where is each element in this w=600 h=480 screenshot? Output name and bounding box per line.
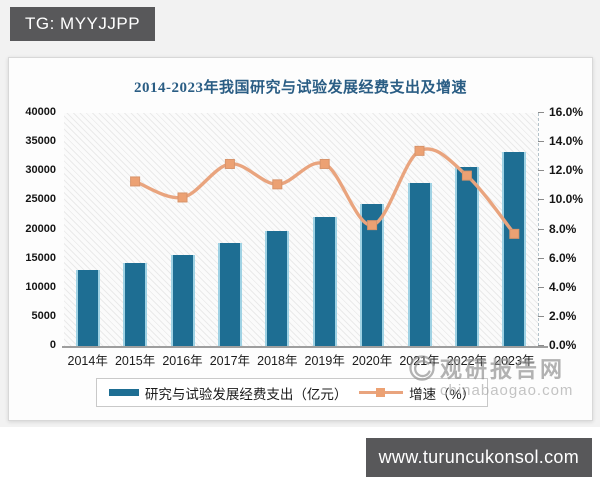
x-axis-label: 2018年 [257,354,298,368]
left-axis-label: 25000 [25,193,56,206]
growth-marker-2016年 [177,192,188,203]
x-axis-label: 2014年 [67,354,108,368]
x-axis-label: 2016年 [162,354,203,368]
right-axis-label: 14.0% [549,134,584,149]
growth-marker-2022年 [461,170,472,181]
left-axis-label: 20000 [25,222,56,235]
bar-2016年 [170,254,195,346]
x-axis-label: 2015年 [114,354,156,368]
x-axis-line [62,346,548,348]
left-axis-label: 40000 [25,106,56,118]
bar-2022年 [454,166,479,346]
x-axis-label: 2020年 [351,354,393,368]
chart-title: 2014-2023年我国研究与试验发展经费支出及增速 [134,80,467,96]
right-axis-tick [538,141,544,143]
footer-strip: www.turuncukonsol.com [0,427,600,480]
growth-marker-2023年 [509,228,520,239]
chart-card: 2014-2023年我国研究与试验发展经费支出及增速 0 5000 10000 150… [8,57,593,421]
right-axis-label: 12.0% [549,163,584,178]
growth-marker-2019年 [319,158,330,169]
x-axis-label: 2023年 [494,354,535,368]
growth-line-layer [130,145,520,239]
right-axis-label: 10.0% [549,192,584,207]
bar-2018年 [265,231,290,346]
x-axis-label: 2022年 [446,354,488,368]
right-axis-label: 2.0% [549,308,577,323]
right-axis-label: 6.0% [549,250,577,265]
right-axis-tick [538,199,544,201]
right-axis-tick [538,228,544,230]
growth-marker-2015年 [130,176,141,187]
line-swatch [359,388,404,397]
growth-marker-2018年 [272,179,283,190]
right-axis-label: 0.0% [549,338,577,352]
legend-label-growth: 增速（%） [409,386,476,402]
right-axis-line [538,113,539,346]
legend-label-expenditure: 研究与试验发展经费支出（亿元） [144,386,348,402]
right-axis-label: 8.0% [549,221,577,236]
x-axis-label: 2021年 [399,354,440,368]
bar-2014年 [75,270,100,346]
left-axis-label: 10000 [25,280,56,293]
right-axis-label: 16.0% [549,105,584,119]
legend-item-expenditure: 研究与试验发展经费支出（亿元） [108,383,348,403]
growth-marker-2021年 [414,145,425,156]
right-axis-label: 4.0% [549,279,577,294]
bar-2015年 [123,263,148,346]
legend-item-growth: 增速（%） [359,383,475,403]
left-axis-label: 15000 [25,251,56,264]
growth-marker-2020年 [367,220,378,231]
bar-2019年 [312,217,337,346]
left-axis-label: 0 [49,339,56,351]
right-axis-tick [538,286,544,288]
left-axis-label: 30000 [25,164,56,177]
left-axis-label: 35000 [25,135,56,148]
site-url-box: www.turuncukonsol.com [365,438,592,477]
right-axis-tick [538,345,544,346]
bar-2017年 [217,243,242,346]
right-axis-tick [538,170,544,172]
right-axis-tick [538,112,544,113]
growth-marker-2017年 [224,158,235,169]
right-axis-tick [538,315,544,317]
bar-2023年 [502,151,527,346]
left-axis-label: 5000 [31,309,56,322]
line-swatch-marker [376,388,386,397]
plot-area [64,113,538,346]
right-axis-tick [538,257,544,259]
bar-2021年 [407,183,432,346]
x-axis-label: 2017年 [209,354,251,368]
x-axis-label: 2019年 [304,354,345,368]
telegram-badge: TG: MYYJJPP [10,7,156,41]
bar-swatch [108,389,139,396]
legend: 研究与试验发展经费支出（亿元） 增速（%） [96,378,488,407]
